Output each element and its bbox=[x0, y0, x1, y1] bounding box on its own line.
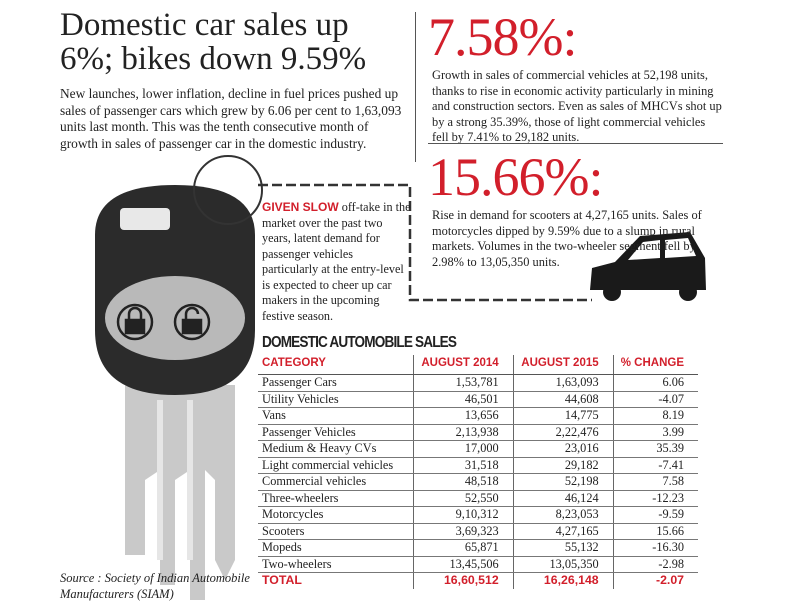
side-note-text: off-take in the market over the past two… bbox=[262, 200, 411, 323]
table-cell: 23,016 bbox=[513, 440, 614, 458]
total-cell: 16,26,148 bbox=[513, 572, 614, 589]
source-note: Source : Society of Indian Automobile Ma… bbox=[60, 571, 250, 601]
table-cell: 48,518 bbox=[413, 473, 514, 491]
lock-icon bbox=[116, 303, 154, 341]
table-cell: 1,53,781 bbox=[413, 374, 514, 392]
divider bbox=[428, 143, 723, 144]
table-cell: 55,132 bbox=[513, 539, 614, 557]
table-cell: Passenger Vehicles bbox=[258, 424, 414, 441]
headline: Domestic car sales up 6%; bikes down 9.5… bbox=[60, 7, 367, 77]
table-cell: -9.59 bbox=[613, 506, 698, 524]
table-row: Motorcycles 9,10,312 8,23,053 -9.59 bbox=[258, 506, 698, 524]
table-cell: Scooters bbox=[258, 523, 414, 540]
column-header: AUGUST 2015 bbox=[513, 355, 614, 375]
table-cell: Passenger Cars bbox=[258, 374, 414, 392]
table-title: DOMESTIC AUTOMOBILE SALES bbox=[262, 334, 457, 351]
table-row: Three-wheelers 52,550 46,124 -12.23 bbox=[258, 490, 698, 507]
table-cell: 13,45,506 bbox=[413, 556, 514, 573]
table-cell: 13,656 bbox=[413, 407, 514, 425]
table-cell: 65,871 bbox=[413, 539, 514, 557]
table-row: Passenger Vehicles 2,13,938 2,22,476 3.99 bbox=[258, 424, 698, 441]
table-cell: 2,13,938 bbox=[413, 424, 514, 441]
table-cell: Mopeds bbox=[258, 539, 414, 557]
table-row: Mopeds 65,871 55,132 -16.30 bbox=[258, 539, 698, 557]
table-cell: 7.58 bbox=[613, 473, 698, 491]
table-row: Two-wheelers 13,45,506 13,05,350 -2.98 bbox=[258, 556, 698, 573]
table-row: Passenger Cars 1,53,781 1,63,093 6.06 bbox=[258, 374, 698, 392]
table-row: Light commercial vehicles 31,518 29,182 -7.… bbox=[258, 457, 698, 474]
table-row: Medium & Heavy CVs 17,000 23,016 35.39 bbox=[258, 440, 698, 458]
table-cell: Medium & Heavy CVs bbox=[258, 440, 414, 458]
table-cell: -7.41 bbox=[613, 457, 698, 474]
table-cell: 17,000 bbox=[413, 440, 514, 458]
highlight-text-commercial: Growth in sales of commercial vehicles a… bbox=[432, 68, 722, 144]
table-cell: 46,124 bbox=[513, 490, 614, 507]
table-cell: 31,518 bbox=[413, 457, 514, 474]
table-cell: 14,775 bbox=[513, 407, 614, 425]
car-icon bbox=[590, 232, 706, 301]
highlight-percent-scooters: 15.66%: bbox=[428, 147, 603, 207]
unlock-icon bbox=[173, 303, 211, 341]
table-cell: Commercial vehicles bbox=[258, 473, 414, 491]
total-row: TOTAL 16,60,512 16,26,148 -2.07 bbox=[258, 572, 698, 589]
total-cell: 16,60,512 bbox=[413, 572, 514, 589]
key-blade bbox=[125, 385, 235, 600]
highlight-percent-commercial: 7.58%: bbox=[428, 7, 577, 67]
table-cell: 2,22,476 bbox=[513, 424, 614, 441]
table-cell: 52,550 bbox=[413, 490, 514, 507]
side-note: GIVEN SLOW off-take in the market over t… bbox=[262, 200, 412, 324]
table-cell: 9,10,312 bbox=[413, 506, 514, 524]
key-ring bbox=[193, 155, 263, 225]
table-cell: 15.66 bbox=[613, 523, 698, 540]
table-cell: 1,63,093 bbox=[513, 374, 614, 392]
table-row: Vans 13,656 14,775 8.19 bbox=[258, 407, 698, 425]
side-note-lead: GIVEN SLOW bbox=[262, 200, 339, 214]
table-row: Utility Vehicles 46,501 44,608 -4.07 bbox=[258, 391, 698, 408]
table-cell: 44,608 bbox=[513, 391, 614, 408]
table-cell: Motorcycles bbox=[258, 506, 414, 524]
table-cell: 4,27,165 bbox=[513, 523, 614, 540]
column-header: AUGUST 2014 bbox=[413, 355, 514, 375]
column-header: CATEGORY bbox=[258, 355, 414, 375]
table-row: Commercial vehicles 48,518 52,198 7.58 bbox=[258, 473, 698, 491]
table-cell: Utility Vehicles bbox=[258, 391, 414, 408]
table-cell: 52,198 bbox=[513, 473, 614, 491]
table-cell: -16.30 bbox=[613, 539, 698, 557]
intro-text: New launches, lower inflation, decline i… bbox=[60, 86, 402, 151]
column-header: % CHANGE bbox=[613, 355, 698, 375]
table-cell: 35.39 bbox=[613, 440, 698, 458]
sales-table: CATEGORY AUGUST 2014 AUGUST 2015% CHANGE P… bbox=[258, 355, 698, 589]
table-cell: Light commercial vehicles bbox=[258, 457, 414, 474]
table-header-row: CATEGORY AUGUST 2014 AUGUST 2015% CHANGE bbox=[258, 355, 698, 375]
highlight-text-scooters: Rise in demand for scooters at 4,27,165 … bbox=[432, 208, 702, 269]
table-cell: -4.07 bbox=[613, 391, 698, 408]
table-cell: -12.23 bbox=[613, 490, 698, 507]
table-cell: 13,05,350 bbox=[513, 556, 614, 573]
table-cell: 3.99 bbox=[613, 424, 698, 441]
table-cell: 6.06 bbox=[613, 374, 698, 392]
total-cell: TOTAL bbox=[258, 572, 414, 589]
table-cell: Two-wheelers bbox=[258, 556, 414, 573]
divider bbox=[415, 12, 416, 162]
table-cell: Vans bbox=[258, 407, 414, 425]
table-cell: Three-wheelers bbox=[258, 490, 414, 507]
key-slot bbox=[120, 208, 170, 230]
table-cell: 3,69,323 bbox=[413, 523, 514, 540]
table-cell: 46,501 bbox=[413, 391, 514, 408]
table-cell: 29,182 bbox=[513, 457, 614, 474]
table-cell: 8.19 bbox=[613, 407, 698, 425]
table-row: Scooters 3,69,323 4,27,165 15.66 bbox=[258, 523, 698, 540]
total-cell: -2.07 bbox=[655, 573, 684, 588]
table-cell: 8,23,053 bbox=[513, 506, 614, 524]
chain bbox=[258, 183, 592, 302]
table-cell: -2.98 bbox=[613, 556, 698, 573]
